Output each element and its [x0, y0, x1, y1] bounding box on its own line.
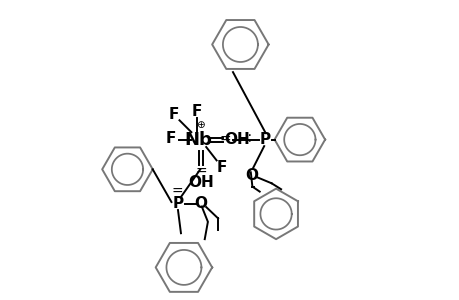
Text: =: =	[171, 185, 183, 199]
Text: Nb: Nb	[185, 130, 212, 148]
Text: F: F	[192, 104, 202, 119]
Text: F: F	[216, 160, 227, 175]
Text: OH: OH	[188, 175, 213, 190]
Text: P: P	[259, 132, 271, 147]
Text: ∶: ∶	[247, 133, 251, 147]
Text: OH: OH	[224, 132, 250, 147]
Text: O: O	[194, 196, 207, 211]
Text: F: F	[165, 130, 175, 146]
Text: O: O	[244, 168, 257, 183]
Text: =: =	[195, 165, 207, 179]
Text: F: F	[168, 107, 179, 122]
Text: =: =	[218, 133, 230, 147]
Text: P: P	[172, 196, 183, 211]
Text: ⊕: ⊕	[196, 120, 204, 130]
